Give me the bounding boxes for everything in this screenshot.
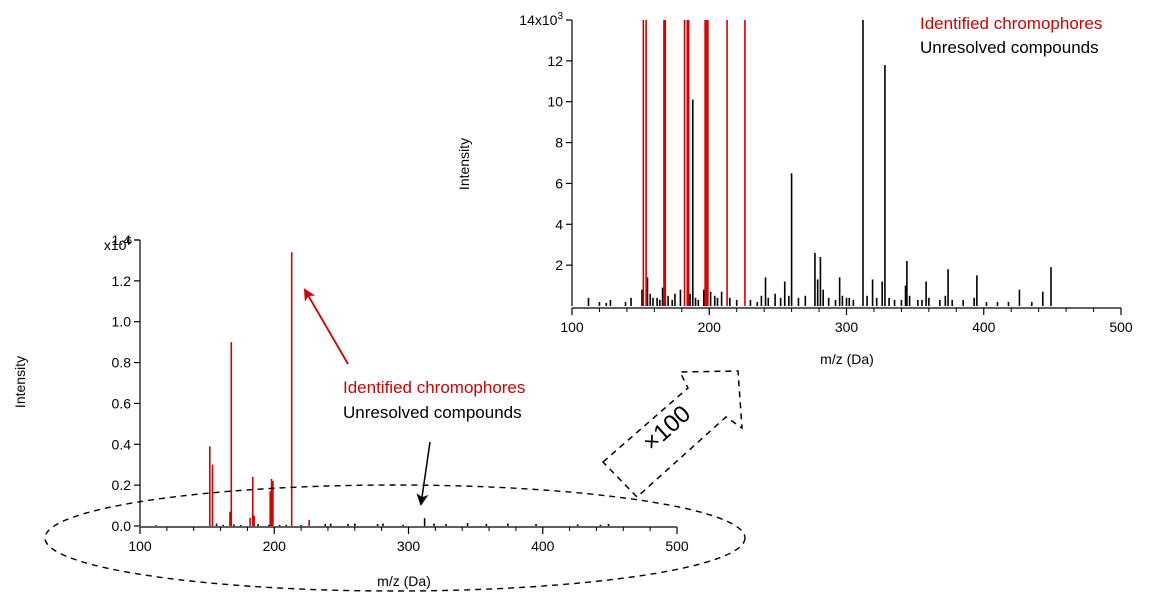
inset-spectrum-chart: 2 4 6 8 10 12 100 200 300 400 500 14x103 m/z (Da)…: [456, 11, 1133, 367]
main-y-ticks: 0.0 0.2 0.4 0.6 0.8 1.0 1.2 1.4: [112, 232, 140, 534]
main-spectrum-chart: 0.0 0.2 0.4 0.6 0.8 1.0 1.2 1.4 100 200 300 400 500…: [12, 232, 746, 592]
inset-x-tick-label-3: 400: [972, 319, 996, 335]
dashed-highlight-ellipse: [44, 484, 746, 592]
main-y-tick-label-6: 1.2: [112, 273, 132, 289]
magnification-arrow: ×100: [601, 370, 743, 499]
inset-y-tick-label-5: 12: [547, 53, 563, 69]
main-x-tick-label-4: 500: [665, 538, 689, 554]
main-y-tick-label-4: 0.8: [112, 355, 132, 371]
main-x-ticks: 100 200 300 400 500: [128, 527, 689, 554]
inset-bars: [587, 20, 1052, 306]
inset-x-tick-label-1: 200: [698, 319, 722, 335]
inset-x-tick-label-0: 100: [560, 319, 584, 335]
inset-y-tick-label-1: 4: [555, 216, 563, 232]
main-unresolved-label: Unresolved compounds: [343, 403, 522, 422]
main-y-tick-label-0: 0.0: [112, 518, 132, 534]
inset-x-ticks: 100 200 300 400 500: [560, 308, 1133, 335]
inset-y-tick-label-4: 10: [547, 94, 563, 110]
main-y-tick-label-2: 0.4: [112, 436, 132, 452]
inset-identified-label: Identified chromophores: [920, 14, 1102, 33]
inset-x-axis-title: m/z (Da): [820, 351, 874, 367]
inset-y-multiplier: 14x103: [519, 11, 563, 28]
main-y-tick-label-1: 0.2: [112, 477, 132, 493]
main-x-tick-label-2: 300: [397, 538, 421, 554]
main-x-axis-title: m/z (Da): [377, 573, 431, 589]
inset-y-tick-label-3: 8: [555, 135, 563, 151]
inset-y-tick-label-2: 6: [555, 175, 563, 191]
main-y-tick-label-5: 1.0: [112, 314, 132, 330]
inset-y-tick-label-0: 2: [555, 257, 563, 273]
inset-y-axis-title: Intensity: [456, 138, 472, 190]
inset-x-tick-label-2: 300: [835, 319, 859, 335]
identified-arrow: [303, 288, 349, 365]
main-y-axis-title: Intensity: [12, 356, 28, 408]
main-y-tick-label-7: 1.4: [112, 232, 132, 248]
magnification-label: ×100: [638, 400, 696, 456]
main-y-multiplier: x106: [104, 236, 133, 253]
main-x-tick-label-1: 200: [263, 538, 287, 554]
main-x-tick-label-3: 400: [531, 538, 555, 554]
unresolved-arrow: [416, 441, 431, 506]
inset-x-tick-label-4: 500: [1109, 319, 1133, 335]
inset-unresolved-label: Unresolved compounds: [920, 38, 1099, 57]
inset-axes: [571, 20, 1121, 309]
inset-y-ticks: 2 4 6 8 10 12: [547, 19, 572, 273]
main-bars: [155, 252, 610, 526]
main-identified-label: Identified chromophores: [343, 378, 525, 397]
main-x-tick-label-0: 100: [128, 538, 152, 554]
main-y-tick-label-3: 0.6: [112, 395, 132, 411]
